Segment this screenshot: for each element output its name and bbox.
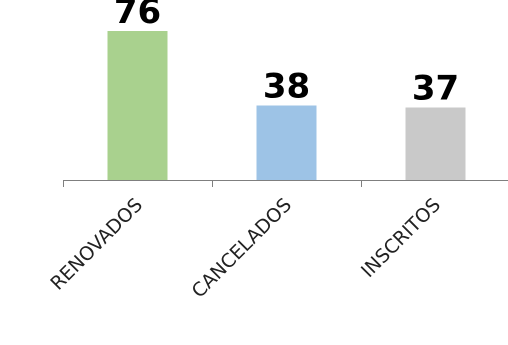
- data-label-inscritos: 37: [412, 69, 459, 109]
- data-label-renovados: 76: [114, 0, 161, 32]
- bar-inscritos: [405, 107, 466, 180]
- category-label-cancelados: CANCELADOS: [188, 194, 296, 302]
- category-label-inscritos: INSCRITOS: [357, 194, 445, 282]
- bars-layer: [107, 31, 466, 180]
- category-labels-layer: RENOVADOS CANCELADOS INSCRITOS: [46, 194, 445, 302]
- bar-cancelados: [256, 105, 317, 180]
- value-labels-layer: 76 38 37: [114, 0, 459, 109]
- x-axis: [63, 180, 508, 187]
- data-label-cancelados: 38: [263, 67, 310, 107]
- category-label-renovados: RENOVADOS: [46, 194, 147, 295]
- bar-renovados: [107, 31, 168, 180]
